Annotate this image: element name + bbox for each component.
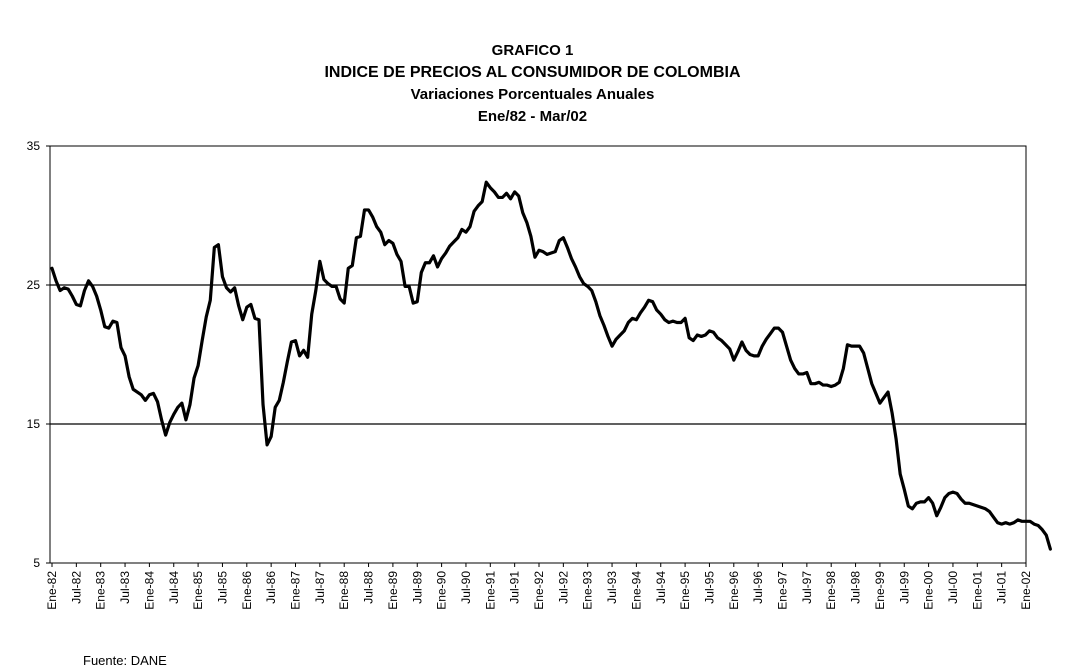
x-tick-label-Ene-97: Ene-97 (776, 571, 790, 610)
chart-subtitle-2: Variaciones Porcentuales Anuales (410, 86, 655, 103)
x-tick-label-Ene-00: Ene-00 (922, 571, 936, 610)
chart-subtitle-3: Ene/82 - Mar/02 (477, 108, 588, 125)
x-tick-label-Jul-98: Jul-98 (849, 571, 863, 604)
x-tick-label-Ene-89: Ene-89 (386, 571, 400, 610)
x-tick-label-Jul-92: Jul-92 (556, 571, 570, 604)
source-note: Fuente: DANE (83, 653, 167, 668)
x-tick-label-Jul-97: Jul-97 (800, 571, 814, 604)
y-axis: 5 15 25 35 (27, 139, 50, 570)
x-axis: Ene-82 Jul-82 Ene-83 Jul-83 Ene-84 Jul-84 Ene-… (45, 563, 1033, 610)
x-tick-label-Jul-86: Jul-86 (264, 571, 278, 604)
x-tick-label-Ene-84: Ene-84 (142, 571, 156, 610)
x-tick-label-Ene-98: Ene-98 (824, 571, 838, 610)
x-tick-label-Ene-86: Ene-86 (240, 571, 254, 610)
x-tick-label-Ene-85: Ene-85 (191, 571, 205, 610)
x-tick-label-Jul-95: Jul-95 (702, 571, 716, 604)
x-tick-label-Jul-84: Jul-84 (167, 571, 181, 604)
chart-subtitle-1: INDICE DE PRECIOS AL CONSUMIDOR DE COLOM… (324, 64, 741, 81)
x-tick-label-Jul-90: Jul-90 (459, 571, 473, 604)
x-tick-label-Jul-82: Jul-82 (69, 571, 83, 604)
x-tick-label-Ene-83: Ene-83 (94, 571, 108, 610)
x-tick-label-Jul-99: Jul-99 (897, 571, 911, 604)
chart-title: GRAFICO 1 (491, 42, 574, 59)
x-tick-label-Ene-88: Ene-88 (337, 571, 351, 610)
x-tick-label-Jul-94: Jul-94 (654, 571, 668, 604)
x-tick-label-Jul-87: Jul-87 (313, 571, 327, 604)
chart-titles: GRAFICO 1 INDICE DE PRECIOS AL CONSUMIDO… (0, 40, 1065, 128)
x-tick-label-Ene-99: Ene-99 (873, 571, 887, 610)
y-tick-label-5: 5 (33, 556, 40, 570)
x-tick-label-Ene-82: Ene-82 (45, 571, 59, 610)
x-tick-label-Ene-93: Ene-93 (581, 571, 595, 610)
x-tick-label-Ene-01: Ene-01 (970, 571, 984, 610)
series-layer (50, 180, 1052, 551)
x-tick-label-Ene-91: Ene-91 (483, 571, 497, 610)
x-tick-label-Ene-94: Ene-94 (629, 571, 643, 610)
x-tick-label-Ene-90: Ene-90 (435, 571, 449, 610)
x-tick-label-Jul-91: Jul-91 (508, 571, 522, 604)
x-tick-label-Jul-83: Jul-83 (118, 571, 132, 604)
x-tick-label-Jul-85: Jul-85 (215, 571, 229, 604)
y-tick-label-25: 25 (27, 278, 41, 292)
y-tick-label-35: 35 (27, 139, 41, 153)
grid-layer (49, 145, 1027, 564)
ipc-series-line (50, 180, 1052, 551)
x-tick-label-Ene-95: Ene-95 (678, 571, 692, 610)
x-tick-label-Jul-88: Jul-88 (362, 571, 376, 604)
x-tick-label-Jul-01: Jul-01 (995, 571, 1009, 604)
x-tick-label-Ene-96: Ene-96 (727, 571, 741, 610)
x-tick-label-Ene-02: Ene-02 (1019, 571, 1033, 610)
x-tick-label-Jul-89: Jul-89 (410, 571, 424, 604)
x-tick-label-Ene-92: Ene-92 (532, 571, 546, 610)
y-tick-label-15: 15 (27, 417, 41, 431)
x-tick-label-Jul-93: Jul-93 (605, 571, 619, 604)
x-tick-label-Ene-87: Ene-87 (289, 571, 303, 610)
x-tick-label-Jul-96: Jul-96 (751, 571, 765, 604)
x-tick-label-Jul-00: Jul-00 (946, 571, 960, 604)
plot-frame (49, 145, 1027, 564)
